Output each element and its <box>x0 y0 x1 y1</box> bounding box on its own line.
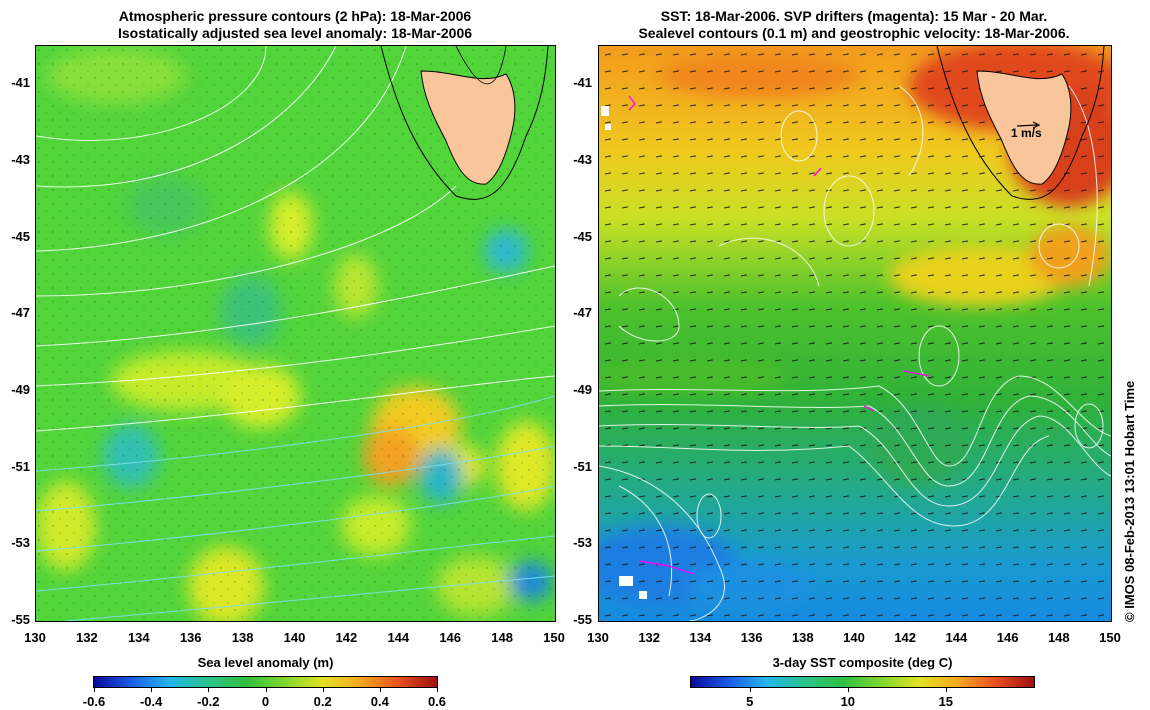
right-title-line1: SST: 18-Mar-2006. SVP drifters (magenta)… <box>660 8 1048 24</box>
right-lon-tick: 150 <box>1099 630 1121 645</box>
left-title-line2: Isostatically adjusted sea level anomaly… <box>117 25 473 41</box>
right-lat-tick: -45 <box>573 228 592 244</box>
colorbar-tick-mark <box>379 687 381 692</box>
colorbar-tick-label: -0.6 <box>82 694 106 709</box>
colorbar-tick-label: 0.4 <box>370 694 389 709</box>
right-lon-tick: 138 <box>791 630 814 645</box>
right-lat-tick: -53 <box>573 535 592 551</box>
right-lat-tick: -41 <box>573 75 592 91</box>
right-lon-tick: 140 <box>843 630 865 645</box>
right-lat-tick: -51 <box>573 458 592 474</box>
left-lon-tick: 136 <box>179 630 202 645</box>
left-lon-tick: 146 <box>439 630 462 645</box>
colorbar-tick-mark <box>945 687 947 692</box>
colorbar-tick-mark <box>322 687 324 692</box>
left-lat-tick: -55 <box>11 612 30 627</box>
right-lat-tick: -55 <box>573 612 592 627</box>
left-lat-tick: -43 <box>11 152 30 167</box>
right-lon-tick: 132 <box>638 630 661 645</box>
left-lon-tick: 138 <box>231 630 254 645</box>
left-lat-tick: -49 <box>11 382 30 397</box>
left-lon-tick: 144 <box>387 630 410 645</box>
sst-map-graphic <box>599 46 1111 621</box>
colorbar-tick-label: 0.6 <box>427 694 447 709</box>
left-lon-tick: 148 <box>491 630 513 645</box>
colorbar-tick-label: 10 <box>840 694 856 709</box>
right-lon-tick: 130 <box>587 630 609 645</box>
colorbar-tick-label: 15 <box>938 694 954 709</box>
colorbar-tick-mark <box>208 687 210 692</box>
colorbar-tick-mark <box>151 687 153 692</box>
colorbar-tick-label: 0 <box>261 694 270 709</box>
sla-map-graphic <box>36 46 555 621</box>
right-lat-tick: -47 <box>573 305 592 321</box>
left-colorbar-title: Sea level anomaly (m) <box>197 655 334 670</box>
right-lon-tick: 136 <box>740 630 763 645</box>
sst-map: 1 m/s <box>598 45 1112 622</box>
right-lon-tick: 142 <box>894 630 917 645</box>
left-title-line1: Atmospheric pressure contours (2 hPa): 1… <box>118 8 472 24</box>
right-lon-tick: 134 <box>689 630 712 645</box>
colorbar-tick-label: -0.2 <box>197 694 220 709</box>
right-lat-tick: -43 <box>573 152 592 167</box>
velocity-scale-label: 1 m/s <box>1011 126 1042 140</box>
left-lat-tick: -45 <box>11 228 30 244</box>
sea-level-anomaly-map <box>35 45 556 622</box>
left-lon-tick: 150 <box>543 630 565 645</box>
right-lat-tick: -49 <box>573 382 592 397</box>
left-lon-tick: 134 <box>127 630 150 645</box>
left-lat-tick: -51 <box>11 458 30 474</box>
scale-arrow <box>1016 124 1038 127</box>
colorbar-tick-label: 5 <box>746 694 754 709</box>
right-colorbar-title: 3-day SST composite (deg C) <box>772 655 953 670</box>
left-lat-tick: -41 <box>11 75 30 91</box>
left-lat-tick: -53 <box>11 535 30 551</box>
right-lon-tick: 144 <box>945 630 968 645</box>
colorbar-tick-label: -0.4 <box>139 694 163 709</box>
colorbar-tick-mark <box>749 687 751 692</box>
colorbar-tick-mark <box>94 687 95 692</box>
right-lon-tick: 148 <box>1047 630 1070 645</box>
colorbar-tick-label: 0.2 <box>313 694 332 709</box>
left-lon-tick: 142 <box>335 630 358 645</box>
imos-credit: © IMOS 08-Feb-2013 13:01 Hobart Time <box>1122 380 1137 622</box>
left-lon-tick: 130 <box>24 630 46 645</box>
colorbar-tick-mark <box>847 687 849 692</box>
colorbar-tick-mark <box>265 687 267 692</box>
colorbar-tick-mark <box>437 687 438 692</box>
left-lon-tick: 132 <box>76 630 98 645</box>
left-lon-tick: 140 <box>283 630 306 645</box>
left-lat-tick: -47 <box>11 305 30 321</box>
sst-colorbar <box>690 676 1035 688</box>
right-title-line2: Sealevel contours (0.1 m) and geostrophi… <box>638 25 1070 41</box>
right-lon-tick: 146 <box>996 630 1019 645</box>
